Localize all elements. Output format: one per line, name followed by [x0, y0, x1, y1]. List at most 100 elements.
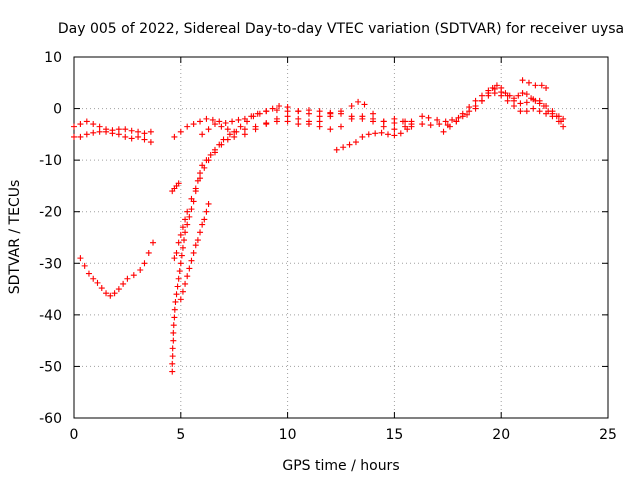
data-point	[175, 180, 182, 187]
data-point	[370, 110, 377, 117]
data-point	[170, 322, 177, 329]
data-point	[109, 130, 116, 137]
data-point	[135, 133, 142, 140]
data-point	[81, 262, 88, 269]
data-point	[485, 92, 492, 99]
data-point	[231, 133, 238, 140]
data-point	[141, 260, 148, 267]
data-point	[560, 115, 567, 122]
data-point	[543, 110, 550, 117]
data-point	[419, 121, 426, 128]
y-tick-label: 10	[44, 50, 62, 66]
data-point	[485, 87, 492, 94]
data-point	[472, 97, 479, 104]
data-point	[177, 296, 184, 303]
data-point	[194, 237, 201, 244]
data-point	[111, 290, 118, 297]
data-point	[205, 126, 212, 133]
series-track-d	[169, 98, 415, 375]
data-point	[504, 92, 511, 99]
data-point	[504, 97, 511, 104]
y-tick-label: -30	[39, 256, 62, 272]
data-point	[391, 126, 398, 133]
data-point	[170, 337, 177, 344]
data-point	[555, 113, 562, 120]
data-point	[171, 306, 178, 313]
data-point	[94, 279, 101, 286]
data-point	[188, 257, 195, 264]
data-point	[327, 126, 334, 133]
data-point	[83, 131, 90, 138]
data-point	[141, 136, 148, 143]
data-point	[205, 157, 212, 164]
data-point	[184, 123, 191, 130]
data-point	[493, 82, 500, 89]
data-point	[177, 231, 184, 238]
data-point	[147, 128, 154, 135]
data-point	[252, 126, 259, 133]
data-point	[269, 105, 276, 112]
x-tick-label: 10	[279, 427, 297, 443]
data-point	[98, 285, 105, 292]
data-point	[184, 221, 191, 228]
data-point	[511, 97, 518, 104]
x-axis-label: GPS time / hours	[282, 458, 399, 474]
data-point	[184, 273, 191, 280]
data-point	[472, 102, 479, 109]
data-point	[453, 118, 460, 125]
data-point	[90, 121, 97, 128]
data-point	[231, 128, 238, 135]
data-point	[355, 98, 362, 105]
data-point	[122, 126, 129, 133]
data-point	[549, 108, 556, 115]
data-point	[135, 128, 142, 135]
data-point	[192, 185, 199, 192]
data-point	[478, 92, 485, 99]
y-tick-label: 0	[53, 102, 62, 118]
data-point	[372, 130, 379, 137]
data-point	[327, 110, 334, 117]
data-point	[147, 139, 154, 146]
data-point	[525, 79, 532, 86]
data-point	[141, 130, 148, 137]
data-point	[359, 133, 366, 140]
data-point	[536, 108, 543, 115]
y-tick-label: -60	[39, 411, 62, 427]
data-point	[182, 229, 189, 236]
data-point	[284, 118, 291, 125]
data-point	[177, 260, 184, 267]
data-point	[530, 96, 537, 103]
series-track-i	[199, 102, 334, 138]
data-point	[190, 249, 197, 256]
data-point	[186, 265, 193, 272]
data-point	[455, 114, 462, 121]
data-point	[517, 100, 524, 107]
data-point	[171, 255, 178, 262]
data-point	[77, 255, 84, 262]
data-point	[498, 92, 505, 99]
data-point	[560, 123, 567, 130]
data-point	[182, 280, 189, 287]
data-point	[338, 123, 344, 130]
data-point	[459, 113, 466, 120]
data-point	[120, 280, 127, 287]
data-point	[442, 118, 449, 125]
data-point	[150, 239, 157, 246]
data-point	[517, 108, 524, 115]
data-point	[229, 118, 236, 125]
data-point	[370, 115, 377, 122]
data-point	[179, 288, 186, 295]
data-point	[359, 115, 366, 122]
data-point	[224, 136, 231, 143]
data-point	[197, 170, 204, 177]
data-point	[222, 120, 229, 127]
data-point	[365, 131, 372, 138]
data-point	[436, 121, 443, 128]
series-track-g	[169, 180, 182, 195]
data-point	[549, 113, 556, 120]
data-point	[316, 123, 323, 130]
data-point	[408, 118, 415, 125]
data-point	[237, 123, 244, 130]
data-point	[466, 108, 473, 115]
